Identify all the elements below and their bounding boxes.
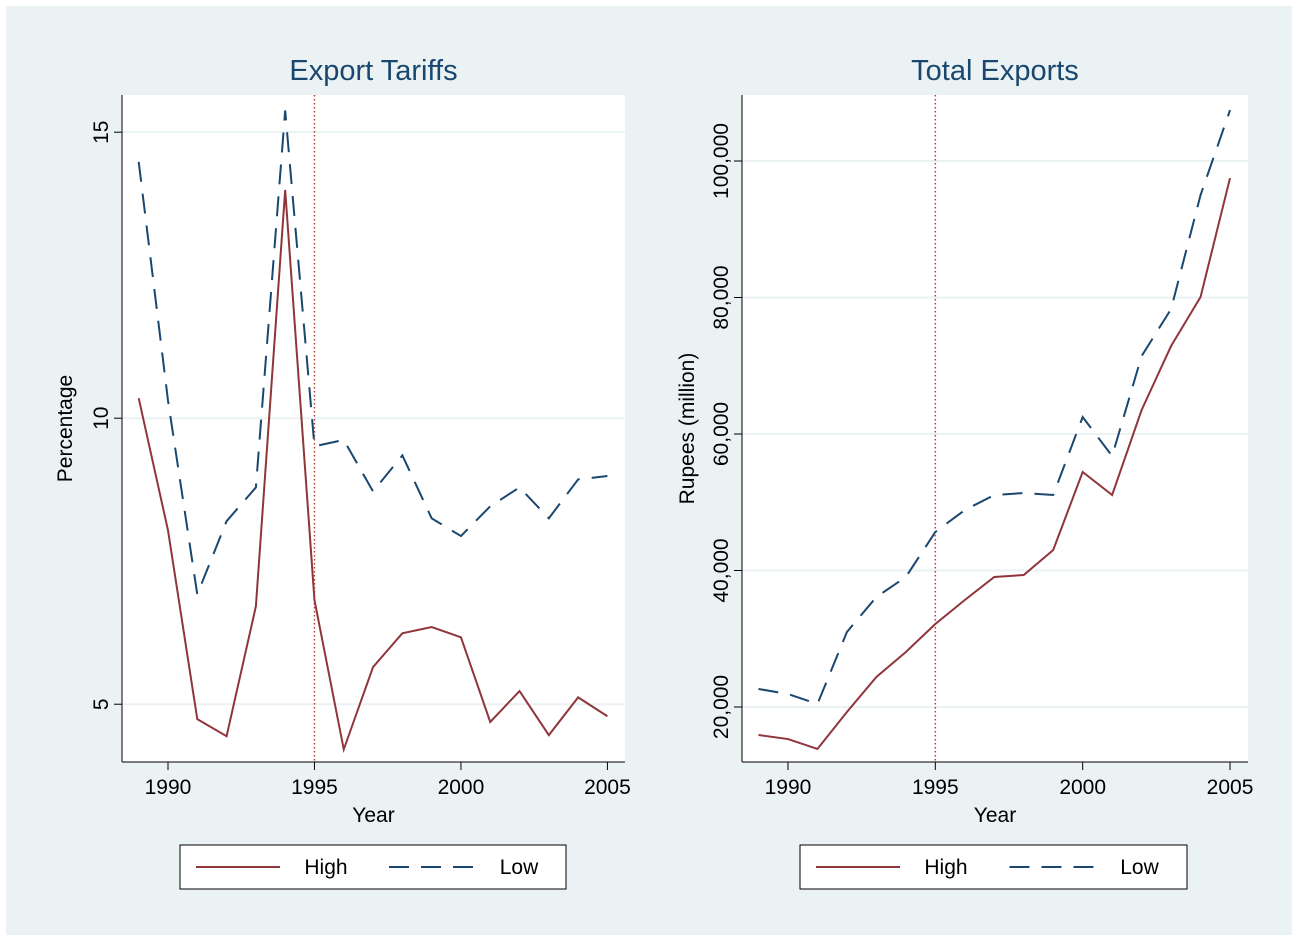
- y-tick-label: 15: [90, 121, 113, 144]
- x-tick-label: 1990: [765, 776, 812, 799]
- y-tick-label: 80,000: [710, 265, 733, 329]
- y-tick-label: 40,000: [710, 538, 733, 602]
- x-tick-label: 2005: [584, 776, 631, 799]
- x-tick-label: 2005: [1207, 776, 1254, 799]
- data-line: [137, 110, 608, 599]
- x-tick-label: 1990: [145, 776, 192, 799]
- x-tick-label: 2000: [1059, 776, 1106, 799]
- data-line: [758, 109, 1231, 706]
- legend-label: High: [924, 856, 967, 879]
- y-tick-label: 100,000: [710, 123, 733, 199]
- x-tick-label: 1995: [912, 776, 959, 799]
- plot-area: [122, 95, 625, 762]
- data-line: [758, 177, 1231, 751]
- y-tick-label: 10: [90, 407, 113, 430]
- chart-title: Export Tariffs: [289, 55, 457, 87]
- legend-label: Low: [500, 856, 539, 879]
- plot-area: [742, 95, 1248, 762]
- x-axis-label: Year: [974, 804, 1016, 827]
- y-tick-label: 60,000: [710, 402, 733, 466]
- y-tick-label: 5: [90, 698, 113, 710]
- y-axis-label: Rupees (million): [676, 353, 699, 505]
- x-tick-label: 2000: [438, 776, 485, 799]
- y-tick-label: 20,000: [710, 675, 733, 739]
- data-line: [137, 189, 608, 754]
- legend-label: High: [304, 856, 347, 879]
- y-axis-label: Percentage: [54, 375, 77, 482]
- chart-title: Total Exports: [911, 55, 1079, 87]
- x-tick-label: 1995: [291, 776, 338, 799]
- legend-label: Low: [1120, 856, 1159, 879]
- x-axis-label: Year: [352, 804, 394, 827]
